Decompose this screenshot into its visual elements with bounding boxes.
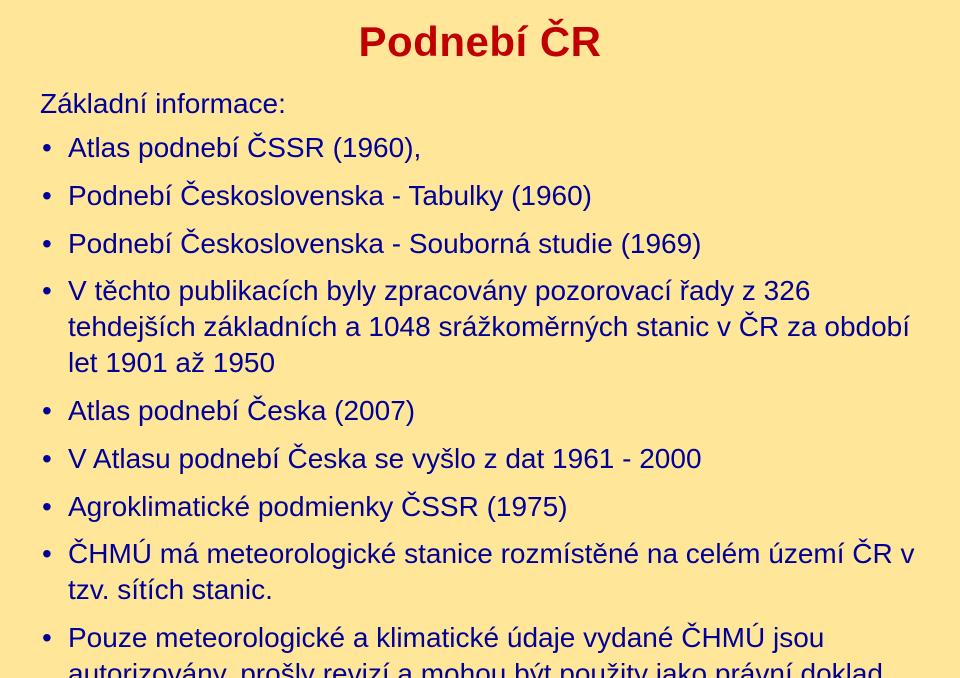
- bullet-list: Atlas podnebí ČSSR (1960), Podnebí Česko…: [40, 130, 920, 678]
- list-item: Podnebí Československa - Tabulky (1960): [40, 178, 920, 214]
- list-item: Pouze meteorologické a klimatické údaje …: [40, 620, 920, 678]
- slide-title: Podnebí ČR: [40, 18, 920, 66]
- list-item: V těchto publikacích byly zpracovány poz…: [40, 273, 920, 380]
- list-item: ČHMÚ má meteorologické stanice rozmístěn…: [40, 536, 920, 608]
- list-item: Agroklimatické podmienky ČSSR (1975): [40, 489, 920, 525]
- list-item: Atlas podnebí Česka (2007): [40, 393, 920, 429]
- slide-container: Podnebí ČR Základní informace: Atlas pod…: [0, 0, 960, 678]
- list-item: Atlas podnebí ČSSR (1960),: [40, 130, 920, 166]
- list-item: Podnebí Československa - Souborná studie…: [40, 226, 920, 262]
- section-heading: Základní informace:: [40, 88, 920, 120]
- list-item: V Atlasu podnebí Česka se vyšlo z dat 19…: [40, 441, 920, 477]
